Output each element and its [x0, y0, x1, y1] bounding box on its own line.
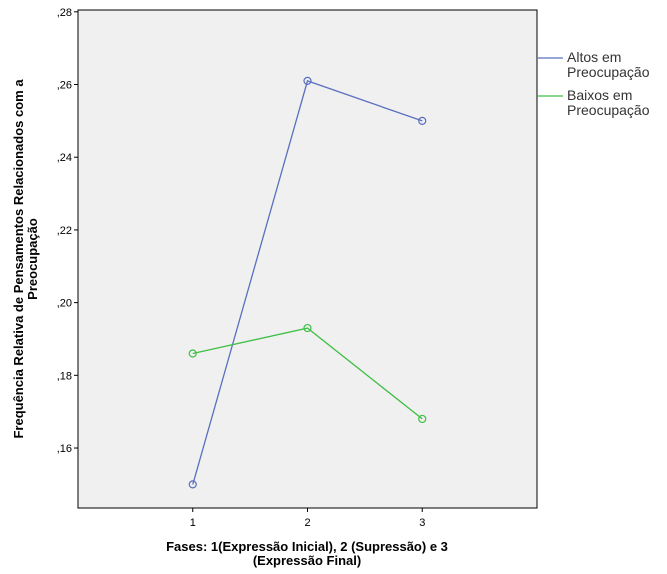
data-point: [303, 76, 312, 85]
data-point: [188, 349, 197, 358]
y-axis-title-line: Preocupação: [25, 218, 40, 300]
y-axis-title-line: Frequência Relativa de Pensamentos Relac…: [11, 79, 26, 439]
series-layer: [188, 76, 427, 489]
series-line-1: [192, 80, 423, 485]
y-tick-label: ,24: [57, 152, 72, 164]
data-point: [418, 116, 427, 125]
x-axis-title: Fases: 1(Expressão Inicial), 2 (Supressã…: [166, 539, 448, 568]
plot-area: [77, 9, 538, 509]
data-point: [418, 414, 427, 424]
data-point: [303, 323, 312, 333]
x-axis-title-line: (Expressão Final): [253, 553, 361, 568]
legend-label: Baixos em: [567, 87, 632, 103]
y-axis-title: Frequência Relativa de Pensamentos Relac…: [11, 79, 40, 439]
legend-label: Altos em: [567, 49, 621, 65]
y-tick-label: ,22: [57, 225, 72, 237]
y-tick-label: ,28: [57, 7, 72, 19]
legend-label: Preocupação: [567, 64, 650, 80]
y-tick-label: ,26: [57, 80, 72, 92]
legend-label: Preocupação: [567, 102, 650, 118]
y-tick-label: ,20: [57, 298, 72, 310]
series-line-2: [192, 327, 423, 420]
x-tick-label: 2: [304, 517, 310, 529]
x-tick-label: 3: [419, 517, 425, 529]
y-axis: ,16 ,18 ,20 ,22 ,24 ,26 ,28: [57, 7, 78, 455]
y-tick-label: ,18: [57, 370, 72, 382]
y-tick-label: ,16: [57, 443, 72, 455]
x-tick-label: 1: [190, 517, 196, 529]
x-axis: 1 2 3: [190, 508, 425, 529]
data-point: [188, 480, 197, 489]
x-axis-title-line: Fases: 1(Expressão Inicial), 2 (Supressã…: [166, 539, 448, 554]
